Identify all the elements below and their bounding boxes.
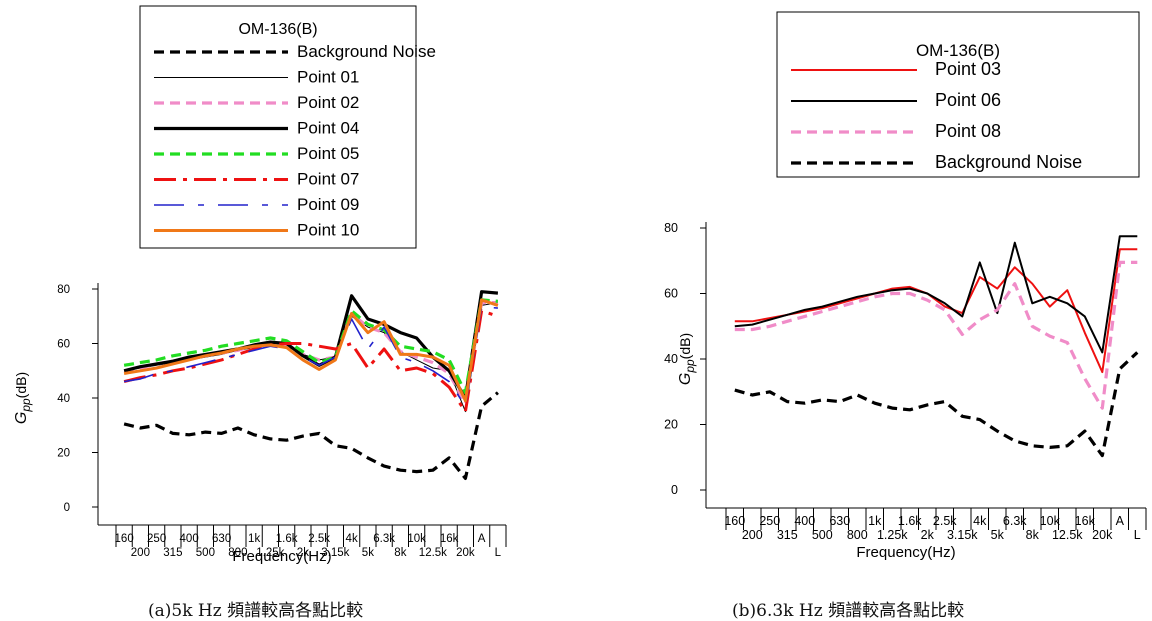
legend-label: Background Noise: [935, 152, 1082, 172]
legend-label: Point 02: [297, 93, 359, 112]
y-axis-label: Gpp(dB): [13, 372, 33, 424]
series-line-point-05: [123, 298, 499, 395]
x-tick-label: 500: [196, 547, 215, 559]
x-tick-label: 1k: [868, 514, 882, 528]
legend-label: Point 07: [297, 170, 359, 189]
y-tick-label: 20: [57, 448, 70, 460]
y-label-unit: (dB): [13, 372, 29, 398]
y-label-sub: pp: [19, 398, 33, 413]
x-tick-label: 16k: [440, 533, 459, 545]
y-label-unit: (dB): [677, 333, 693, 359]
chart-a: 0 20 40 60 80 160 250 400 630 1k 1.6k 2.5k 4k 6.3k 10k…: [13, 5, 507, 565]
x-tick-label: A: [478, 533, 486, 545]
y-label-main: G: [13, 412, 30, 424]
x-tick-label: 160: [115, 533, 134, 545]
x-tick-label: 630: [212, 533, 231, 545]
legend-label: Point 03: [935, 59, 1001, 79]
x-tick-label: 4k: [346, 533, 358, 545]
x-tick-label: 800: [847, 528, 868, 542]
x-tick-label: 5k: [362, 547, 374, 559]
x-tick-label: A: [1116, 514, 1125, 528]
x-tick-label: 20k: [456, 547, 475, 559]
series-line-point-09: [123, 305, 498, 408]
legend-label: Point 10: [297, 221, 359, 240]
y-label-main: G: [677, 373, 694, 385]
y-axis-label: Gpp(dB): [677, 333, 697, 385]
x-tick-label: 20k: [1092, 528, 1113, 542]
y-tick-label: 60: [664, 287, 678, 301]
legend-title: OM-136(B): [238, 21, 317, 38]
x-tick-label: 200: [131, 547, 150, 559]
x-tick-label: 4k: [973, 514, 987, 528]
x-axis-label: Frequency(Hz): [856, 544, 955, 561]
series-line-point-08: [734, 260, 1138, 410]
x-tick-label: 3.15k: [321, 547, 349, 559]
x-tick-label: 10k: [1040, 514, 1061, 528]
legend-label: Point 09: [297, 195, 359, 214]
x-tick-label: 630: [829, 514, 850, 528]
x-tick-label: 1.6k: [898, 514, 922, 528]
x-tick-label: 2k: [921, 528, 935, 542]
legend-title: OM-136(B): [916, 41, 1000, 60]
x-tick-label: 8k: [394, 547, 406, 559]
y-tick-label: 60: [57, 339, 70, 351]
x-tick-label: 1.6k: [276, 533, 298, 545]
x-tick-label: 250: [147, 533, 166, 545]
x-tick-label: 6.3k: [373, 533, 395, 545]
x-tick-label: 3.15k: [947, 528, 978, 542]
caption-b: (b)6.3k Hz 頻譜較高各點比較: [732, 601, 965, 621]
chart-b: 0 20 40 60 80 160 250 400 630 1k 1.6k 2.5k 4k 6.3k 10k…: [664, 11, 1147, 561]
x-tick-label: 10k: [407, 533, 426, 545]
x-tick-label: 315: [163, 547, 182, 559]
y-tick-label: 40: [664, 352, 678, 366]
x-tick-label: 500: [812, 528, 833, 542]
legend-label: Point 08: [935, 121, 1001, 141]
y-tick-label: 0: [64, 502, 70, 514]
x-tick-label: 6.3k: [1003, 514, 1027, 528]
x-tick-label: 16k: [1075, 514, 1096, 528]
legend-label: Point 05: [297, 144, 359, 163]
x-tick-label: 250: [759, 514, 780, 528]
series-line-point-10: [123, 298, 499, 403]
y-label-sub: pp: [683, 359, 697, 374]
x-tick-label: 200: [742, 528, 763, 542]
x-tick-label: 1k: [248, 533, 260, 545]
x-tick-label: 160: [724, 514, 745, 528]
series-line-point-03: [734, 248, 1138, 374]
x-tick-label: L: [1134, 528, 1141, 542]
legend-label: Background Noise: [297, 42, 436, 61]
x-axis-label: Frequency(Hz): [232, 548, 331, 565]
x-tick-label: 2.5k: [933, 514, 957, 528]
legend-label: Point 06: [935, 90, 1001, 110]
y-tick-label: 80: [664, 221, 678, 235]
legend-label: Point 04: [297, 119, 359, 138]
x-tick-label: 400: [794, 514, 815, 528]
series-line-point-06: [734, 235, 1138, 354]
x-tick-label: 2.5k: [308, 533, 330, 545]
x-tick-label: 400: [180, 533, 199, 545]
series-line-background-noise: [734, 351, 1139, 458]
y-tick-label: 20: [664, 418, 678, 432]
y-tick-label: 40: [57, 393, 70, 405]
x-tick-label: 1.25k: [256, 547, 284, 559]
x-tick-label: 1.25k: [877, 528, 908, 542]
x-tick-label: 2k: [297, 547, 309, 559]
legend-label: Point 01: [297, 68, 359, 87]
x-tick-label: 8k: [1026, 528, 1040, 542]
x-tick-label: 800: [228, 547, 247, 559]
legend-box: [776, 11, 1140, 178]
y-tick-label: 0: [671, 483, 678, 497]
series-line-point-07: [123, 309, 499, 414]
x-tick-label: 315: [777, 528, 798, 542]
series-line-background-noise: [123, 391, 499, 480]
x-tick-label: 12.5k: [419, 547, 447, 559]
caption-a: (a)5k Hz 頻譜較高各點比較: [148, 601, 364, 621]
x-tick-label: 12.5k: [1052, 528, 1083, 542]
x-tick-label: 5k: [991, 528, 1005, 542]
y-tick-label: 80: [57, 284, 70, 296]
x-tick-label: L: [495, 547, 502, 559]
